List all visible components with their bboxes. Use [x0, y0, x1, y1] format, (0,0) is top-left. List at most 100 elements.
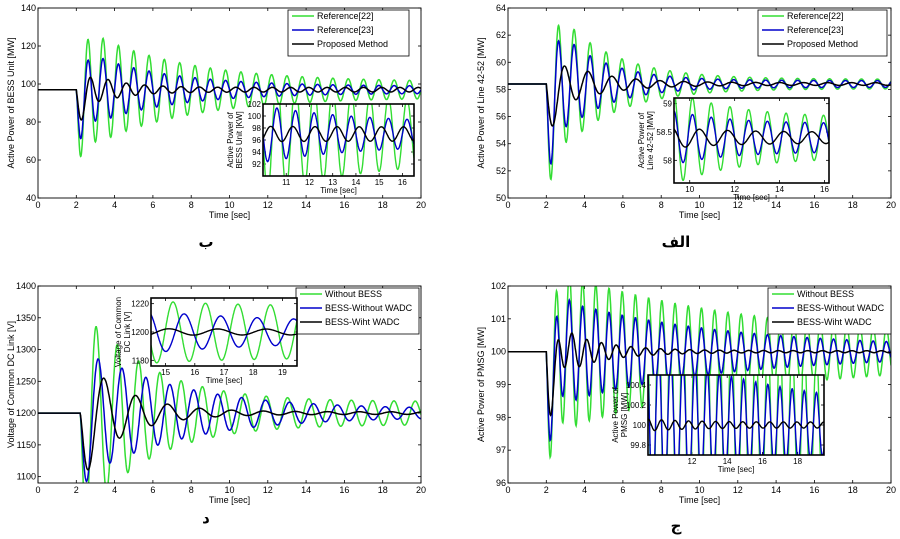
x-tick-label: 20 — [416, 485, 426, 495]
y-axis: 1100 1150 1200 1250 1300 1350 1400 — [16, 281, 421, 482]
y-tick-label: 60 — [26, 155, 36, 165]
x-tick-label: 2 — [74, 200, 79, 210]
x-tick-label: 18 — [848, 200, 858, 210]
inset-x-tick-label: 13 — [328, 178, 337, 187]
inset-y-tick-label: 100.2 — [626, 401, 647, 410]
legend-box — [767, 287, 892, 335]
legend-box — [295, 287, 420, 335]
legend-entry-1: Reference[22] — [317, 11, 374, 21]
x-axis-label: Time [sec] — [679, 210, 720, 220]
x-axis: 0 2 4 6 8 10 12 14 16 18 20 — [35, 8, 426, 210]
y-tick-label: 40 — [26, 193, 36, 203]
legend-entry-3: Proposed Method — [317, 39, 388, 49]
y-tick-label: 1350 — [16, 313, 36, 323]
y-tick-label: 54 — [496, 139, 506, 149]
x-tick-label: 6 — [150, 200, 155, 210]
x-tick-label: 12 — [733, 200, 743, 210]
inset-y-axis-label-line: Active Power of — [611, 386, 620, 442]
panel-caption: ب — [198, 233, 213, 251]
x-tick-label: 6 — [150, 485, 155, 495]
inset-y-tick-label: 58.5 — [656, 128, 672, 137]
x-tick-label: 2 — [544, 200, 549, 210]
inset-y-axis-label-line: Voltage of Common — [114, 297, 123, 367]
inset-series-line-3 — [151, 328, 297, 336]
y-tick-label: 1100 — [17, 472, 36, 482]
panel-caption: ج — [671, 517, 682, 535]
inset-series-line-1 — [263, 104, 414, 176]
inset-x-tick-label: 12 — [730, 185, 739, 194]
inset-x-tick-label: 18 — [249, 368, 258, 377]
inset-chart: 10 12 14 16 58 58.5 59 Time [sec] Active Power o… — [637, 97, 830, 202]
x-tick-label: 4 — [112, 485, 117, 495]
legend: Reference[22] Reference[23] Proposed Metho… — [287, 9, 410, 57]
y-axis-label: Active Power of PMSG [MW] — [476, 327, 486, 442]
inset-y-axis-label-line: BESS Unit [KW] — [235, 111, 244, 168]
legend-box — [757, 9, 888, 57]
inset-y-tick-label: 100.4 — [626, 381, 647, 390]
x-tick-label: 4 — [582, 200, 587, 210]
inset-chart: 12 14 16 18 99.8 100 100.2 100.4 Time [sec] Activ… — [611, 374, 825, 474]
x-tick-label: 20 — [886, 200, 896, 210]
y-tick-label: 97 — [496, 445, 506, 455]
inset-y-tick-label: 1220 — [131, 300, 149, 309]
inset-y-tick-label: 1180 — [132, 356, 150, 365]
y-axis-label: Active Power of Line 42-52 [MW] — [476, 37, 486, 168]
legend-entry-2: Reference[23] — [787, 25, 844, 35]
y-tick-label: 120 — [21, 41, 36, 51]
inset-plot-frame — [647, 374, 825, 456]
x-tick-label: 14 — [301, 200, 311, 210]
inset-y-axis-label-line: Active Power of — [637, 112, 646, 168]
inset-x-tick-label: 16 — [398, 178, 407, 187]
inset-x-tick-label: 14 — [351, 178, 360, 187]
y-tick-label: 56 — [496, 112, 506, 122]
legend-entry-3: Proposed Method — [787, 39, 858, 49]
inset-series-line-1 — [151, 301, 297, 364]
legend: Reference[22] Reference[23] Proposed Metho… — [757, 9, 888, 57]
y-tick-label: 96 — [496, 478, 506, 488]
inset-x-tick-label: 12 — [305, 178, 314, 187]
inset-plot-frame — [673, 97, 830, 184]
inset-y-tick-label: 96 — [252, 136, 261, 145]
x-tick-label: 14 — [771, 200, 781, 210]
x-tick-label: 14 — [301, 485, 311, 495]
y-tick-label: 60 — [496, 57, 506, 67]
inset-series-line-2 — [648, 375, 824, 455]
chart-panel-2: 0 2 4 6 8 10 12 14 16 18 20 50 52 54 56 58 60 62 64 Time [s… — [476, 3, 896, 251]
inset-series-group — [674, 98, 829, 181]
series-group — [508, 23, 891, 181]
legend-entry-3: BESS-Wiht WADC — [325, 317, 400, 327]
x-tick-label: 4 — [112, 200, 117, 210]
inset-x-axis-label: Time [sec] — [718, 465, 755, 474]
inset-x-tick-label: 14 — [723, 457, 732, 466]
inset-x-axis-label: Time [sec] — [320, 186, 357, 195]
series-group — [38, 326, 421, 483]
y-tick-label: 140 — [21, 3, 36, 13]
x-tick-label: 20 — [886, 485, 896, 495]
inset-y-tick-label: 100 — [633, 421, 647, 430]
inset-y-axis-label-line: DC Link [V] — [123, 312, 132, 352]
inset-y-tick-label: 99.8 — [630, 441, 646, 450]
x-tick-label: 0 — [505, 200, 510, 210]
y-tick-label: 1200 — [16, 408, 36, 418]
y-tick-label: 1250 — [16, 376, 36, 386]
legend-entry-1: Without BESS — [325, 289, 382, 299]
series-line-3 — [38, 76, 421, 121]
inset-series-line-2 — [674, 110, 829, 164]
inset-y-tick-label: 58 — [663, 156, 672, 165]
y-tick-label: 58 — [496, 84, 506, 94]
x-tick-label: 6 — [620, 485, 625, 495]
y-axis-label: Active Power of BESS Unit [MW] — [6, 37, 16, 168]
inset-plot-frame — [262, 103, 415, 177]
inset-y-axis-label-line: PMSG [MW] — [620, 393, 629, 437]
inset-x-tick-label: 14 — [775, 185, 784, 194]
y-tick-label: 1300 — [16, 345, 36, 355]
x-tick-label: 16 — [339, 200, 349, 210]
x-tick-label: 12 — [263, 485, 273, 495]
x-tick-label: 18 — [378, 200, 388, 210]
inset-x-tick-label: 15 — [161, 368, 170, 377]
series-line-3 — [38, 377, 421, 471]
legend-box — [287, 9, 410, 57]
legend: Without BESS BESS-Without WADC BESS-Wiht W… — [767, 287, 892, 335]
series-group — [508, 286, 891, 460]
inset-series-line-2 — [263, 107, 414, 163]
